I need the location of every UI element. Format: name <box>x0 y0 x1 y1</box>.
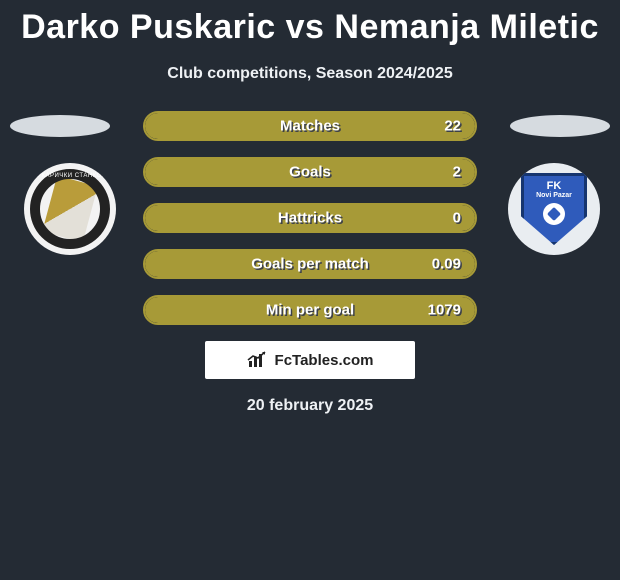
stat-row: Hattricks 0 <box>143 203 477 233</box>
club-badge-right: FK Novi Pazar <box>508 163 600 255</box>
watermark: FcTables.com <box>205 341 415 379</box>
club-badge-right-fk: FK <box>547 180 562 192</box>
player-left-ellipse <box>10 115 110 137</box>
stat-row: Goals 2 <box>143 157 477 187</box>
stat-row: Matches 22 <box>143 111 477 141</box>
stat-label: Goals <box>289 164 331 181</box>
stat-value-right: 0 <box>453 210 461 227</box>
chart-icon <box>247 351 269 369</box>
stat-label: Min per goal <box>266 302 354 319</box>
stat-value-right: 2 <box>453 164 461 181</box>
stat-row: Goals per match 0.09 <box>143 249 477 279</box>
stat-label: Matches <box>280 118 340 135</box>
stat-value-right: 22 <box>444 118 461 135</box>
stats-bars: Matches 22 Goals 2 Hattricks 0 Goals per match… <box>143 111 477 325</box>
page-title: Darko Puskaric vs Nemanja Miletic <box>0 0 620 47</box>
player-right-ellipse <box>510 115 610 137</box>
stat-label: Hattricks <box>278 210 342 227</box>
comparison-content: ЧУКАРИЧКИ СТАНКОМ FK Novi Pazar Matches 2… <box>0 111 620 415</box>
subtitle: Club competitions, Season 2024/2025 <box>0 65 620 83</box>
club-badge-left-text: ЧУКАРИЧКИ СТАНКОМ <box>24 173 116 179</box>
watermark-text: FcTables.com <box>275 352 374 369</box>
stat-label: Goals per match <box>251 256 369 273</box>
date-text: 20 february 2025 <box>0 397 620 415</box>
club-badge-right-ball-icon <box>543 203 565 225</box>
stat-value-right: 1079 <box>428 302 461 319</box>
club-badge-left: ЧУКАРИЧКИ СТАНКОМ <box>24 163 116 255</box>
club-badge-right-name: Novi Pazar <box>536 192 572 199</box>
stat-value-right: 0.09 <box>432 256 461 273</box>
stat-row: Min per goal 1079 <box>143 295 477 325</box>
